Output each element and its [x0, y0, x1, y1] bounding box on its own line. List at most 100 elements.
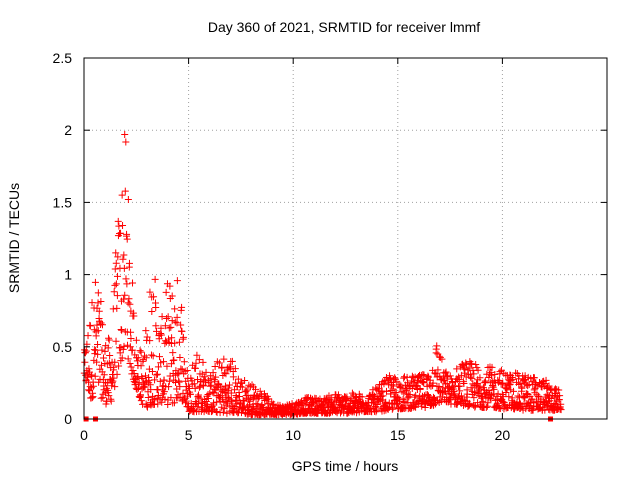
- data-point: [397, 382, 405, 390]
- data-point: [415, 372, 423, 380]
- data-point: [136, 391, 144, 399]
- data-point: [107, 397, 115, 405]
- data-point: [252, 400, 260, 408]
- data-point: [530, 386, 538, 394]
- data-point: [95, 307, 103, 315]
- data-point: [136, 347, 144, 355]
- data-point: [124, 355, 132, 363]
- data-point: [154, 391, 162, 399]
- data-point: [494, 390, 502, 398]
- data-point: [98, 346, 106, 354]
- data-point: [215, 359, 223, 367]
- data-point: [160, 376, 168, 384]
- data-point: [152, 322, 160, 330]
- data-point: [461, 365, 469, 373]
- data-points: [80, 131, 565, 422]
- data-point: [212, 373, 220, 381]
- plot-frame: [83, 57, 608, 420]
- data-point: [209, 369, 217, 377]
- data-point: [246, 394, 254, 402]
- data-point: [168, 334, 176, 342]
- data-point: [91, 372, 99, 380]
- data-point: [149, 352, 157, 360]
- data-point: [220, 369, 228, 377]
- data-point: [154, 363, 162, 371]
- data-point: [85, 365, 93, 373]
- data-point: [460, 380, 468, 388]
- data-point: [168, 292, 176, 300]
- data-point: [482, 378, 490, 386]
- data-point: [127, 335, 135, 343]
- data-point: [111, 265, 119, 273]
- data-point: [118, 354, 126, 362]
- data-point: [491, 371, 499, 379]
- data-point: [149, 396, 157, 404]
- data-point: [146, 288, 154, 296]
- data-point: [462, 359, 470, 367]
- data-point: [99, 354, 107, 362]
- data-point: [191, 364, 199, 372]
- data-point: [130, 312, 138, 320]
- data-point: [177, 365, 185, 373]
- data-point: [557, 406, 565, 414]
- data-point: [93, 358, 101, 366]
- data-point: [169, 349, 177, 357]
- data-point: [146, 337, 154, 345]
- data-point: [168, 317, 176, 325]
- data-point: [118, 191, 126, 199]
- data-point: [443, 373, 451, 381]
- data-point: [100, 371, 108, 379]
- data-point: [442, 368, 450, 376]
- data-point: [243, 386, 251, 394]
- data-point: [220, 355, 228, 363]
- data-point: [143, 333, 151, 341]
- data-point: [111, 383, 119, 391]
- data-point: [165, 335, 173, 343]
- data-point: [202, 378, 210, 386]
- data-point: [432, 370, 440, 378]
- data-point: [367, 405, 375, 413]
- data-point: [153, 370, 161, 378]
- data-point: [343, 393, 351, 401]
- data-point: [124, 299, 132, 307]
- data-point: [287, 404, 295, 412]
- data-point: [170, 356, 178, 364]
- data-point: [166, 282, 174, 290]
- data-point: [223, 399, 231, 407]
- data-point: [129, 279, 137, 287]
- data-point: [167, 360, 175, 368]
- data-point: [120, 342, 128, 350]
- data-point: [545, 382, 553, 390]
- data-point: [83, 373, 91, 381]
- data-point: [84, 332, 92, 340]
- data-point: [435, 383, 443, 391]
- data-point: [518, 384, 526, 392]
- data-point: [468, 360, 476, 368]
- data-point: [176, 393, 184, 401]
- data-point: [104, 344, 112, 352]
- x-axis-label: GPS time / hours: [292, 458, 399, 474]
- data-point: [240, 403, 248, 411]
- data-point: [348, 389, 356, 397]
- data-point: [162, 288, 170, 296]
- data-point: [219, 408, 227, 416]
- data-point: [140, 352, 148, 360]
- data-point: [222, 370, 230, 378]
- data-point: [508, 394, 516, 402]
- data-point: [418, 378, 426, 386]
- x-tick-label: 20: [495, 427, 511, 443]
- data-point: [431, 369, 439, 377]
- data-point: [388, 405, 396, 413]
- data-point: [178, 303, 186, 311]
- data-point: [209, 406, 217, 414]
- data-point: [443, 380, 451, 388]
- data-point: [124, 341, 132, 349]
- data-point: [128, 346, 136, 354]
- data-point: [432, 349, 440, 357]
- data-point: [488, 372, 496, 380]
- data-point: [176, 383, 184, 391]
- data-point: [105, 392, 113, 400]
- data-point: [433, 342, 441, 350]
- data-point: [106, 351, 114, 359]
- data-point: [389, 382, 397, 390]
